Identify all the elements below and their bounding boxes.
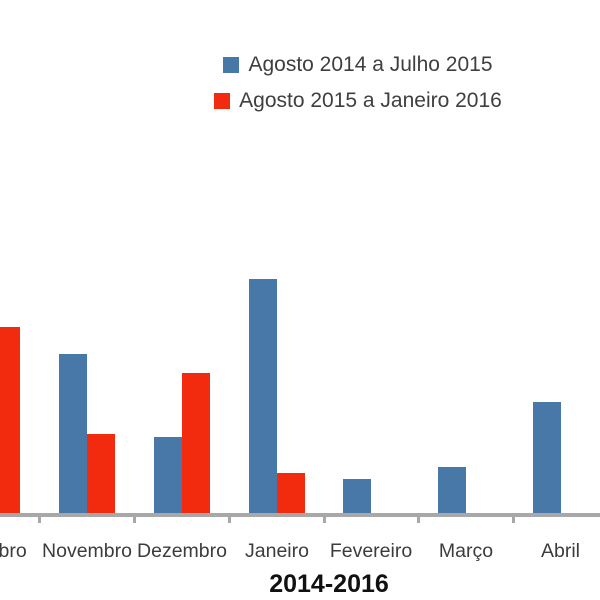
x-axis-label-dezembro: Dezembro xyxy=(137,540,227,562)
x-axis-label-novembro: Novembro xyxy=(42,540,132,562)
x-axis-title: 2014-2016 xyxy=(269,570,389,598)
bar-marco-blue xyxy=(438,467,466,514)
bar-outubro-red xyxy=(0,327,20,514)
bar-dezembro-red xyxy=(182,373,210,514)
x-axis-tick xyxy=(37,517,41,523)
x-axis-label-fevereiro: Fevereiro xyxy=(329,540,413,562)
x-axis-tick xyxy=(228,517,231,523)
x-axis-label-abril: Abril xyxy=(540,540,581,562)
bar-janeiro-blue xyxy=(249,279,277,514)
bar-fevereiro-blue xyxy=(343,479,371,514)
bar-novembro-blue xyxy=(59,354,87,514)
x-axis-label-marco: Março xyxy=(438,540,494,562)
x-axis-tick xyxy=(511,517,515,523)
x-axis-tick xyxy=(322,517,326,523)
bar-novembro-red xyxy=(87,434,115,514)
bar-janeiro-red xyxy=(277,473,305,514)
x-axis-tick xyxy=(417,517,420,523)
x-axis-tick xyxy=(133,517,136,523)
x-axis-label-outubro: Outubro xyxy=(0,540,27,562)
bar-dezembro-blue xyxy=(154,437,182,514)
x-axis-label-janeiro: Janeiro xyxy=(245,540,309,562)
bar-abril-blue xyxy=(532,402,561,514)
x-axis-line xyxy=(0,513,600,517)
